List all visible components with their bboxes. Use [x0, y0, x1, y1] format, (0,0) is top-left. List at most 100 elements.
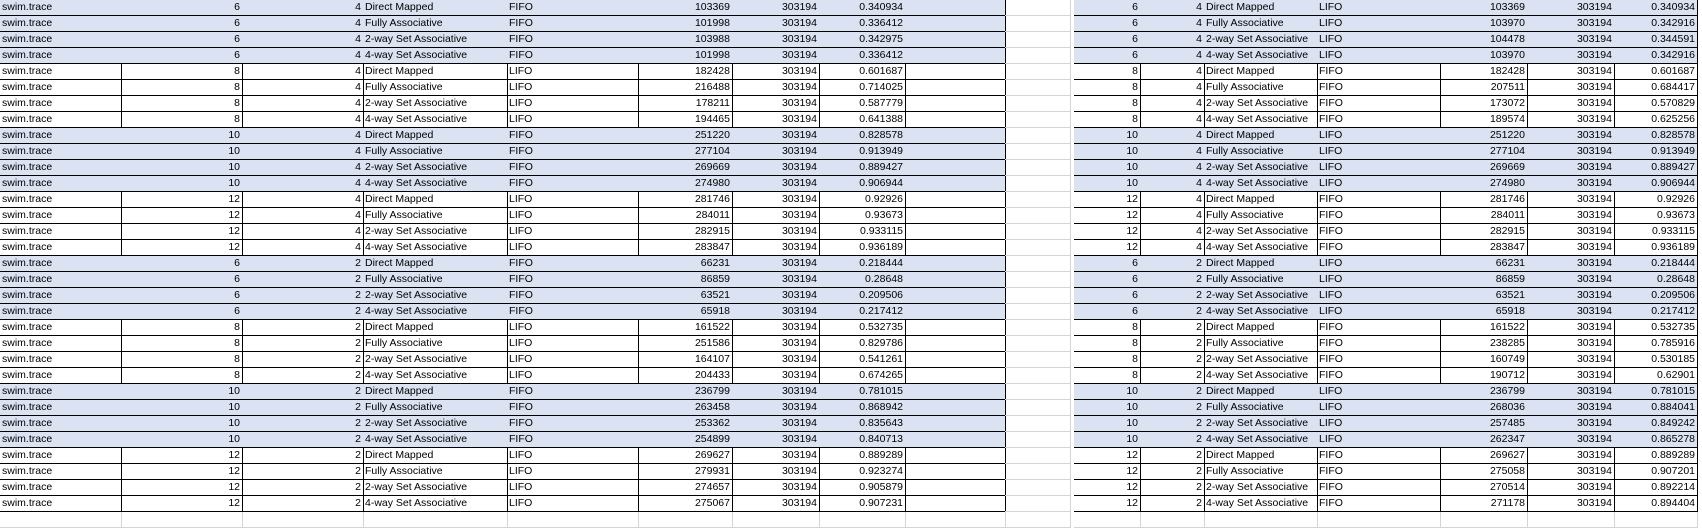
right-cell-total-accesses[interactable]: 303194 [1527, 416, 1615, 432]
left-cell-miss-count[interactable]: 282915 [638, 224, 733, 240]
left-cell-cache-size[interactable]: 8 [121, 320, 243, 336]
left-cell-miss-rate[interactable]: 0.674265 [819, 368, 906, 384]
left-cell-miss-rate[interactable]: 0.906944 [819, 176, 906, 192]
right-cell-miss-rate[interactable]: 0.781015 [1614, 384, 1698, 400]
empty-cell[interactable] [1005, 144, 1071, 160]
right-cell-total-accesses[interactable]: 303194 [1527, 448, 1615, 464]
left-cell-cache-size[interactable]: 10 [121, 144, 243, 160]
right-cell-total-accesses[interactable]: 303194 [1527, 464, 1615, 480]
right-cell-associativity[interactable]: 2-way Set Associative [1204, 224, 1318, 240]
left-cell-miss-count[interactable]: 63521 [638, 288, 733, 304]
empty-cell[interactable] [1005, 272, 1071, 288]
right-cell-miss-rate[interactable]: 0.889289 [1614, 448, 1698, 464]
left-cell-replacement-policy[interactable]: LIFO [507, 320, 639, 336]
right-cell-replacement-policy[interactable]: LIFO [1317, 16, 1441, 32]
left-cell-block-size[interactable]: 4 [242, 112, 364, 128]
right-cell-total-accesses[interactable]: 303194 [1527, 80, 1615, 96]
right-cell-cache-size[interactable]: 6 [1074, 256, 1141, 272]
empty-cell[interactable] [1005, 288, 1071, 304]
left-cell-block-size[interactable]: 4 [242, 160, 364, 176]
left-cell-miss-rate[interactable]: 0.835643 [819, 416, 906, 432]
left-cell-trace-file[interactable]: swim.trace [0, 432, 122, 448]
right-cell-cache-size[interactable]: 12 [1074, 480, 1141, 496]
left-cell-miss-count[interactable]: 164107 [638, 352, 733, 368]
right-cell-replacement-policy[interactable]: LIFO [1317, 256, 1441, 272]
left-cell-miss-rate[interactable]: 0.342975 [819, 32, 906, 48]
left-cell-cache-size[interactable]: 12 [121, 208, 243, 224]
left-cell-replacement-policy[interactable]: FIFO [507, 400, 639, 416]
right-cell-total-accesses[interactable]: 303194 [1527, 128, 1615, 144]
left-cell-trace-file[interactable]: swim.trace [0, 32, 122, 48]
right-cell-replacement-policy[interactable]: FIFO [1317, 480, 1441, 496]
right-cell-associativity[interactable]: Fully Associative [1204, 16, 1318, 32]
left-cell-block-size[interactable]: 2 [242, 272, 364, 288]
right-cell-replacement-policy[interactable]: FIFO [1317, 352, 1441, 368]
left-cell-cache-size[interactable]: 6 [121, 288, 243, 304]
right-cell-associativity[interactable]: Fully Associative [1204, 464, 1318, 480]
left-cell-total-accesses[interactable]: 303194 [732, 464, 820, 480]
right-cell-miss-rate[interactable]: 0.936189 [1614, 240, 1698, 256]
right-cell-total-accesses[interactable]: 303194 [1527, 208, 1615, 224]
left-cell-total-accesses[interactable]: 303194 [732, 224, 820, 240]
empty-cell[interactable] [1005, 400, 1071, 416]
left-cell-extra[interactable] [905, 272, 1006, 288]
right-cell-cache-size[interactable]: 6 [1074, 288, 1141, 304]
right-cell-associativity[interactable]: Fully Associative [1204, 336, 1318, 352]
left-cell-cache-size[interactable]: 8 [121, 352, 243, 368]
left-cell-block-size[interactable]: 2 [242, 416, 364, 432]
left-cell-associativity[interactable]: Direct Mapped [363, 384, 508, 400]
right-cell-block-size[interactable]: 2 [1140, 304, 1205, 320]
left-cell-replacement-policy[interactable]: LIFO [507, 112, 639, 128]
right-cell-miss-rate[interactable]: 0.894404 [1614, 496, 1698, 512]
left-cell-total-accesses[interactable]: 303194 [732, 320, 820, 336]
left-cell-replacement-policy[interactable]: FIFO [507, 256, 639, 272]
empty-cell[interactable] [1005, 256, 1071, 272]
left-cell-cache-size[interactable]: 8 [121, 64, 243, 80]
right-cell-miss-rate[interactable]: 0.340934 [1614, 0, 1698, 16]
left-cell-associativity[interactable]: 2-way Set Associative [363, 224, 508, 240]
left-cell-miss-count[interactable]: 101998 [638, 48, 733, 64]
right-cell-replacement-policy[interactable]: FIFO [1317, 224, 1441, 240]
right-cell-associativity[interactable]: 2-way Set Associative [1204, 416, 1318, 432]
right-cell-replacement-policy[interactable]: LIFO [1317, 144, 1441, 160]
empty-cell[interactable] [1005, 336, 1071, 352]
right-cell-miss-count[interactable]: 274980 [1440, 176, 1528, 192]
left-cell-miss-rate[interactable]: 0.907231 [819, 496, 906, 512]
right-cell-associativity[interactable]: 4-way Set Associative [1204, 304, 1318, 320]
left-cell-associativity[interactable]: 4-way Set Associative [363, 304, 508, 320]
left-cell-associativity[interactable]: 2-way Set Associative [363, 96, 508, 112]
right-cell-block-size[interactable]: 2 [1140, 464, 1205, 480]
left-cell-trace-file[interactable]: swim.trace [0, 48, 122, 64]
left-cell-associativity[interactable]: Fully Associative [363, 400, 508, 416]
right-cell-cache-size[interactable]: 12 [1074, 464, 1141, 480]
right-cell-replacement-policy[interactable]: LIFO [1317, 128, 1441, 144]
right-cell-associativity[interactable]: Fully Associative [1204, 272, 1318, 288]
right-cell-miss-rate[interactable]: 0.217412 [1614, 304, 1698, 320]
right-cell-block-size[interactable]: 4 [1140, 128, 1205, 144]
right-cell-miss-rate[interactable]: 0.342916 [1614, 16, 1698, 32]
left-cell-replacement-policy[interactable]: LIFO [507, 208, 639, 224]
left-cell-block-size[interactable]: 4 [242, 96, 364, 112]
left-cell-extra[interactable] [905, 288, 1006, 304]
left-cell-cache-size[interactable]: 8 [121, 112, 243, 128]
left-cell-replacement-policy[interactable] [507, 512, 639, 528]
left-cell-miss-count[interactable]: 236799 [638, 384, 733, 400]
left-cell-extra[interactable] [905, 176, 1006, 192]
left-cell-extra[interactable] [905, 352, 1006, 368]
right-cell-miss-rate[interactable]: 0.625256 [1614, 112, 1698, 128]
right-cell-total-accesses[interactable]: 303194 [1527, 352, 1615, 368]
left-cell-extra[interactable] [905, 224, 1006, 240]
left-cell-replacement-policy[interactable]: LIFO [507, 496, 639, 512]
right-cell-replacement-policy[interactable]: FIFO [1317, 368, 1441, 384]
left-cell-miss-rate[interactable]: 0.209506 [819, 288, 906, 304]
left-cell-miss-rate[interactable]: 0.829786 [819, 336, 906, 352]
right-cell-cache-size[interactable]: 12 [1074, 224, 1141, 240]
left-cell-extra[interactable] [905, 448, 1006, 464]
left-cell-replacement-policy[interactable]: LIFO [507, 448, 639, 464]
left-cell-extra[interactable] [905, 128, 1006, 144]
right-cell-miss-count[interactable]: 270514 [1440, 480, 1528, 496]
left-cell-block-size[interactable]: 2 [242, 400, 364, 416]
empty-cell[interactable] [1005, 368, 1071, 384]
left-cell-associativity[interactable]: 2-way Set Associative [363, 352, 508, 368]
left-cell-associativity[interactable]: 2-way Set Associative [363, 160, 508, 176]
